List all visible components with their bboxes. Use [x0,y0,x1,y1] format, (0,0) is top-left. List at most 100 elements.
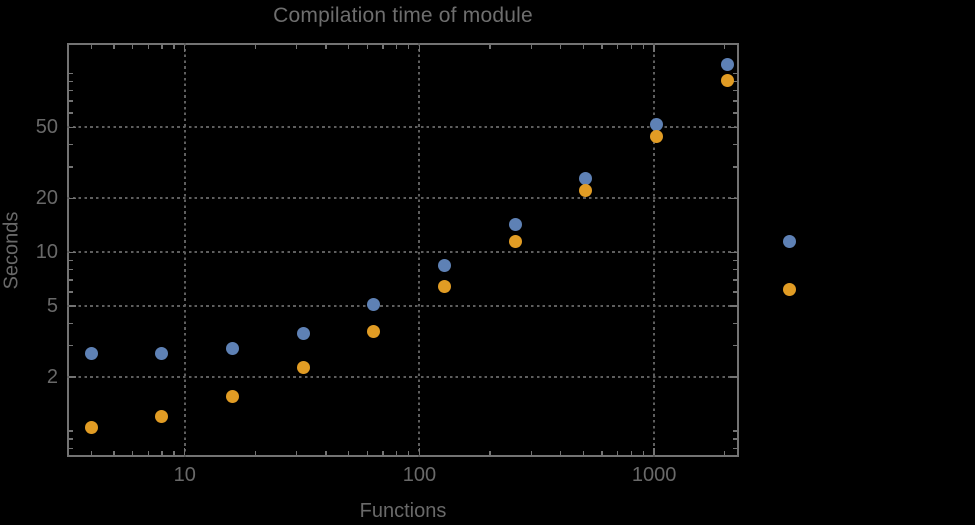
y-gridline [67,376,739,379]
x-tick [382,45,384,49]
x-tick [161,451,163,455]
x-axis-label: Functions [359,500,447,522]
y-tick [733,345,737,347]
x-tick [184,448,186,455]
y-tick [733,72,737,75]
data-point [508,234,522,248]
x-tick [653,45,655,52]
y-tick [69,80,73,83]
y-tick [69,90,73,92]
y-tick [69,126,76,128]
y-tick [69,345,73,347]
y-tick [730,305,737,307]
x-tick [601,45,603,49]
x-tick [724,451,726,455]
x-tick [132,45,134,49]
x-tick [173,451,175,455]
x-tick [348,45,350,49]
data-point [155,347,169,361]
y-tick [730,126,737,128]
x-tick [582,45,585,49]
x-tick [653,448,655,455]
plot-frame [67,43,739,457]
x-tick [418,45,421,52]
y-tick [69,197,76,200]
x-tick [408,45,410,49]
x-tick [254,451,257,455]
x-tick [530,451,533,455]
x-tick [132,451,134,455]
y-tick [733,322,737,324]
y-tick [69,447,73,449]
data-point [226,341,240,355]
legend-marker [782,234,796,248]
y-tick [733,268,737,271]
y-tick [69,166,73,168]
y-tick [733,166,737,168]
y-tick [69,376,76,378]
y-tick-label: 10 [35,241,58,264]
y-tick [733,143,737,146]
data-point [579,184,593,198]
y-tick [69,438,73,440]
x-tick [530,45,533,49]
x-tick [560,451,562,455]
x-tick [489,451,491,455]
x-tick [296,451,298,455]
y-gridline [67,251,739,254]
x-tick [325,451,327,455]
y-tick [733,112,737,114]
legend-marker [782,282,796,296]
x-tick [113,451,115,455]
y-tick [69,268,73,271]
x-tick [173,45,175,49]
x-tick-label: 1000 [631,464,677,486]
x-tick [396,45,398,49]
y-tick-label: 2 [46,366,58,389]
x-tick [147,45,150,49]
y-tick [69,72,73,75]
data-point [84,347,98,361]
y-tick [69,100,73,102]
data-point [720,58,734,72]
data-point [508,218,522,232]
x-tick [90,451,92,455]
chart-title: Compilation time of module [273,4,533,27]
x-tick [382,451,384,455]
x-tick [617,45,619,49]
y-tick [733,279,737,281]
y-tick [733,447,737,449]
x-tick [113,45,115,49]
x-tick [630,45,632,49]
y-tick [733,438,737,440]
x-gridline [183,43,186,457]
y-tick [733,90,737,92]
y-tick [69,251,76,253]
data-point [226,390,240,404]
y-tick [733,430,737,432]
y-tick [730,197,737,200]
x-tick [90,45,92,49]
x-tick [418,448,421,455]
x-tick [348,451,350,455]
data-point [650,117,664,131]
data-point [720,74,734,88]
y-tick [69,322,73,324]
x-tick-label: 100 [402,464,437,486]
x-tick [617,451,619,455]
x-tick [489,45,491,49]
x-tick-label: 10 [173,464,196,486]
data-point [650,129,664,143]
x-tick [366,451,368,455]
x-tick [630,451,632,455]
y-tick [69,291,73,293]
x-tick [724,45,726,49]
x-gridline [418,43,421,457]
data-point [438,259,452,273]
x-tick [366,45,368,49]
y-tick [733,80,737,83]
x-tick [408,451,410,455]
y-tick [733,259,737,262]
y-tick [69,430,73,432]
y-tick [69,305,76,307]
